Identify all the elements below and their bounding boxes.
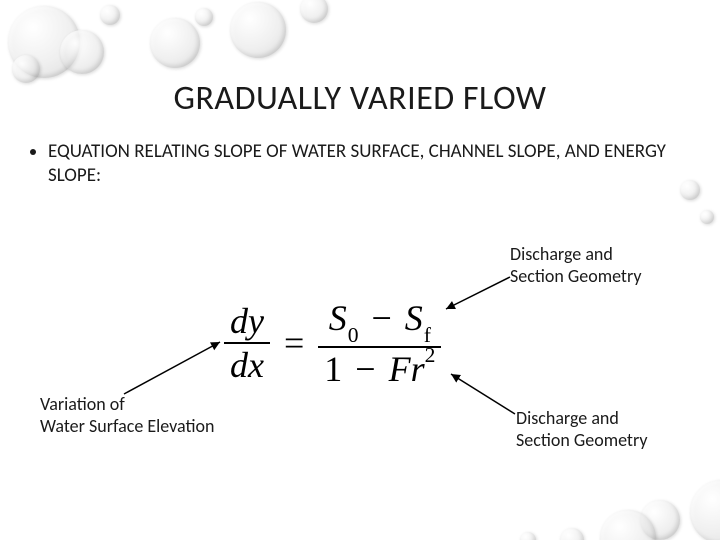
equation-lhs-fraction: dy dx [224,303,270,383]
rhs-num-sf: Sf [405,298,431,338]
arrow-top-right-icon [440,275,520,315]
den-fr: Fr [389,349,425,389]
callout-top-right-line1: Discharge andSection Geometry [510,244,641,287]
droplet-icon [195,8,213,26]
droplet-icon [640,500,680,540]
droplet-icon [560,528,584,540]
callout-bottom-right: Discharge andSection Geometry [516,408,647,451]
equals-sign: = [284,325,304,361]
minus-top: − [371,298,391,338]
bullet-dot-icon [30,149,36,155]
fraction-bar [224,342,270,344]
droplet-icon [230,2,286,58]
equation-rhs-fraction: S0 − Sf 1 − Fr2 [318,300,441,387]
sub-0: 0 [348,323,359,347]
arrow-bottom-right-icon [445,370,525,420]
droplet-icon [700,210,714,224]
sym-S2: S [405,298,423,338]
droplet-icon [690,480,720,540]
callout-left-line1: Variation ofWater Surface Elevation [40,394,214,437]
callout-left: Variation ofWater Surface Elevation [40,394,214,437]
droplet-icon [150,18,200,68]
droplet-icon [8,6,80,78]
droplet-icon [600,510,656,540]
equation: dy dx = S0 − Sf 1 − Fr2 [220,300,445,387]
callout-top-right: Discharge andSection Geometry [510,244,641,287]
droplet-icon [100,5,120,25]
droplet-icon [60,30,104,74]
sym-S1: S [329,298,347,338]
droplet-icon [300,0,328,23]
sup-2: 2 [425,343,436,367]
fraction-bar [318,346,441,348]
equation-lhs-num: dy [224,303,270,339]
bullet-item: EQUATION RELATING SLOPE OF WATER SURFACE… [30,140,680,188]
bullet-text: EQUATION RELATING SLOPE OF WATER SURFACE… [48,140,680,188]
equation-lhs-den: dx [224,347,270,383]
rhs-num-s0: S0 [329,298,359,338]
callout-bottom-right-line1: Discharge andSection Geometry [516,408,647,451]
droplet-icon [680,180,700,200]
equation-rhs-den: 1 − Fr2 [318,351,441,387]
equation-rhs-num: S0 − Sf [323,300,437,343]
droplet-icon [520,532,536,540]
slide: GRADUALLY VARIED FLOW EQUATION RELATING … [0,0,720,540]
arrow-left-icon [120,338,230,398]
minus-bottom: − [355,349,375,389]
den-one: 1 [324,349,342,389]
slide-title: GRADUALLY VARIED FLOW [0,78,720,119]
